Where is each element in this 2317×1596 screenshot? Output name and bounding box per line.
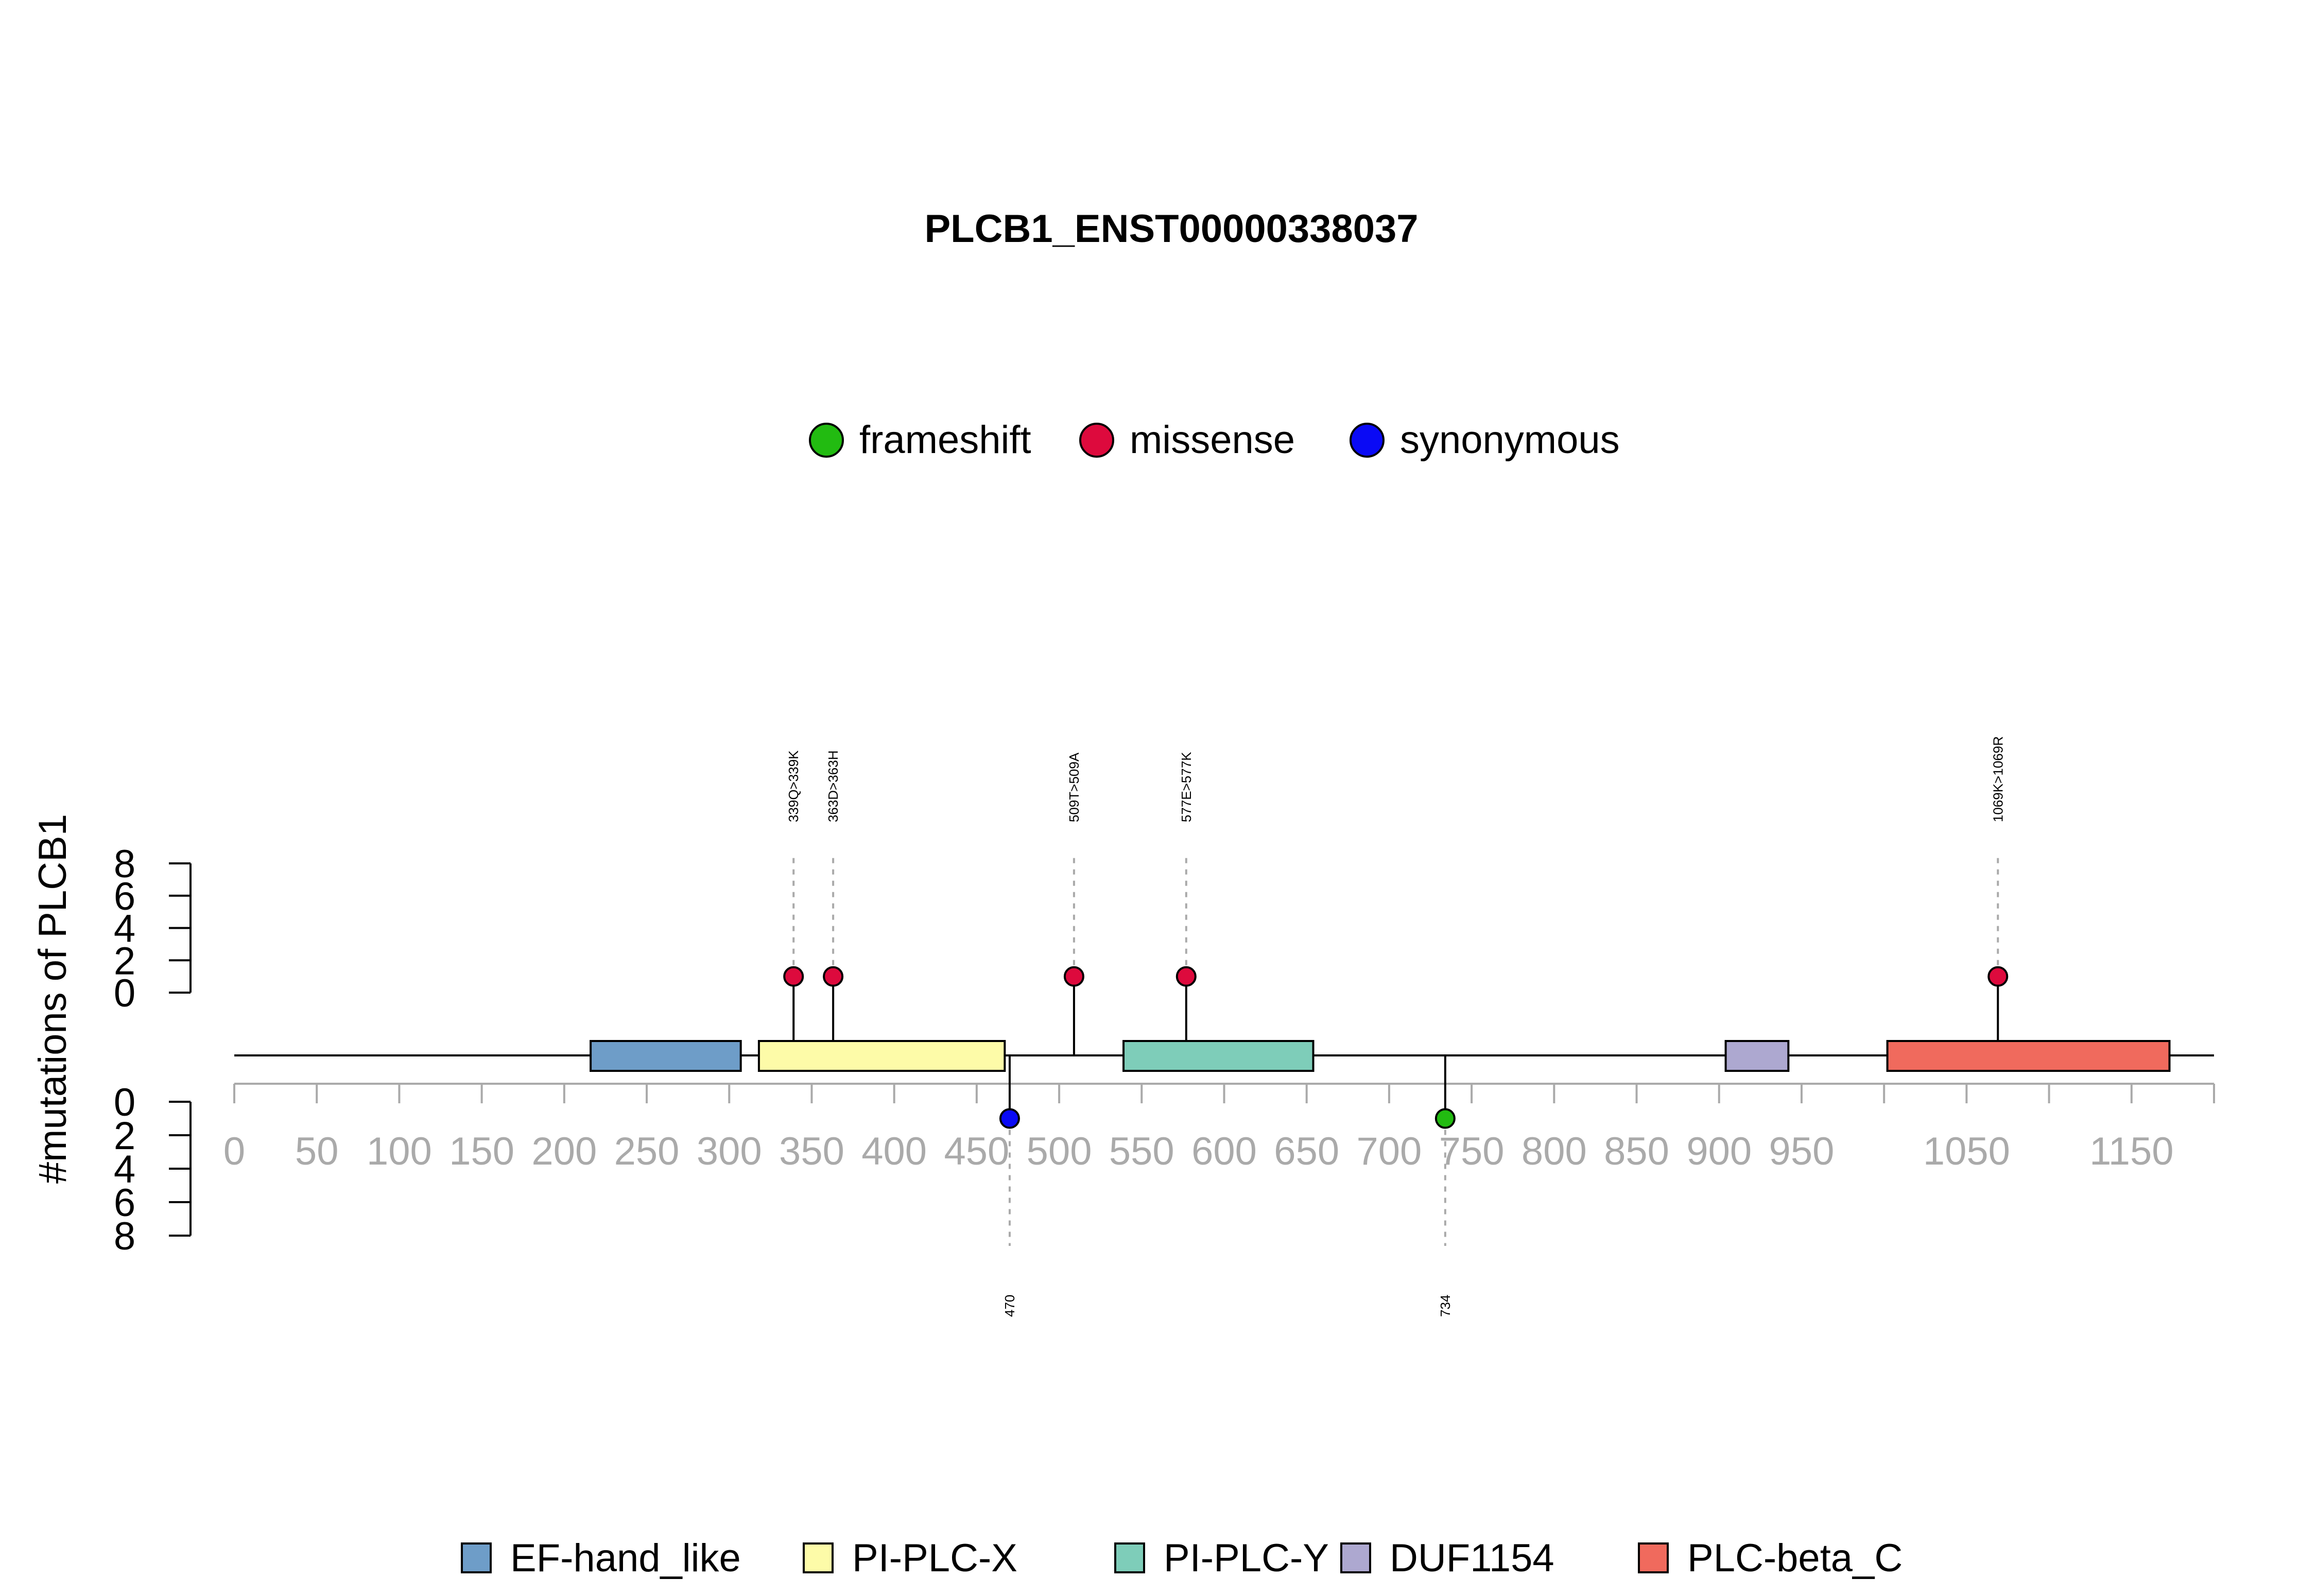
x-axis: 0 50 100 150 200 250 300 350 400 450 500 550 600 650 7… [223,1083,2215,1173]
x-tick-label: 400 [861,1130,927,1173]
mutation-label: 470 [1002,1295,1017,1317]
legend-swatch-EF-hand_like [461,1542,492,1573]
mutation-lollipops: 339Q>339K 363D>363H 509T>509A 577E>577K 1069… [783,736,2009,1317]
x-tick-label: 200 [531,1130,597,1173]
y-tick-label-lower: 8 [114,1215,135,1258]
mutation-point-missense [1175,966,1197,987]
y-axis-label: #mutations of PLCB1 [31,814,75,1184]
legend-item-synonymous: synonymous [1350,418,1620,462]
legend-swatch-PLC-beta_C [1638,1542,1669,1573]
y-tick-label-upper: 2 [114,939,135,983]
legend-label-PLC-beta_C: PLC-beta_C [1687,1536,1903,1580]
y-tick-label-lower: 2 [114,1114,135,1158]
legend-label-missense: missense [1130,418,1295,462]
mutation-point-missense [1063,966,1084,987]
legend-label-PI-PLC-X: PI-PLC-X [852,1536,1017,1580]
mutation-above-1069K>1069R: 1069K>1069R [1987,736,2009,1055]
x-tick-label: 650 [1274,1130,1339,1173]
y-tick-label-upper: 6 [114,875,135,918]
x-tick-label: 800 [1521,1130,1587,1173]
x-tick-label: 150 [449,1130,514,1173]
x-tick-label: 0 [223,1130,245,1173]
x-tick-label: 1150 [2089,1130,2173,1173]
mutation-label: 1069K>1069R [1990,736,2005,822]
legend-item-EF-hand_like: EF-hand_like [461,1536,741,1580]
y-tick-label-upper: 0 [114,972,135,1015]
x-tick-label: 1050 [1923,1130,2010,1173]
domain-EF-hand_like [590,1040,742,1072]
mutation-above-577E>577K: 577E>577K [1175,752,1197,1055]
protein-domains [590,1040,2171,1072]
legend-swatch-PI-PLC-X [803,1542,834,1573]
x-tick-label: 50 [295,1130,339,1173]
mutation-below-734: 734 [1434,1055,1456,1317]
mutation-above-509T>509A: 509T>509A [1063,752,1084,1055]
chart-title: PLCB1_ENST00000338037 [924,207,1418,251]
x-tick-label: 500 [1027,1130,1092,1173]
x-tick-label: 300 [697,1130,762,1173]
x-tick-label: 600 [1191,1130,1257,1173]
mutation-label: 363D>363H [825,751,841,823]
domain-PLC-beta_C [1886,1040,2171,1072]
x-tick-label: 950 [1769,1130,1835,1173]
legend-label-DUF1154: DUF1154 [1390,1536,1554,1580]
mutation-above-363D>363H: 363D>363H [823,751,844,1055]
mutation-label: 734 [1438,1295,1453,1317]
x-tick-label: 450 [944,1130,1009,1173]
y-tick-label-upper: 4 [114,907,135,951]
x-tick-label: 750 [1439,1130,1505,1173]
mutation-above-339Q>339K: 339Q>339K [783,750,804,1055]
mutation-point-missense [1987,966,2009,987]
y-tick-label-upper: 8 [114,842,135,886]
legend-item-DUF1154: DUF1154 [1340,1536,1554,1580]
y-tick-label-lower: 0 [114,1081,135,1124]
legend-label-frameshift: frameshift [859,418,1031,462]
mutation-point-missense [823,966,844,987]
legend-marker-frameshift [809,423,844,458]
domain-legend: EF-hand_like PI-PLC-X PI-PLC-Y DUF1154 PLC-b… [461,1536,1903,1580]
domain-PI-PLC-X [757,1040,1006,1072]
mutation-type-legend: frameshift missense synonymous [809,418,1620,462]
legend-label-synonymous: synonymous [1400,418,1620,462]
mutation-below-470: 470 [999,1055,1020,1317]
mutation-point-frameshift [1434,1108,1456,1129]
legend-marker-missense [1079,423,1114,458]
mutation-label: 509T>509A [1066,752,1082,822]
legend-label-EF-hand_like: EF-hand_like [510,1536,741,1580]
x-tick-label: 550 [1109,1130,1174,1173]
legend-label-PI-PLC-Y: PI-PLC-Y [1164,1536,1329,1580]
legend-item-frameshift: frameshift [809,418,1031,462]
x-tick-label: 250 [614,1130,680,1173]
mutation-label: 339Q>339K [786,750,801,822]
legend-item-PI-PLC-Y: PI-PLC-Y [1114,1536,1329,1580]
legend-marker-synonymous [1350,423,1385,458]
x-tick-label: 900 [1686,1130,1752,1173]
legend-swatch-DUF1154 [1340,1542,1371,1573]
mutation-point-synonymous [999,1108,1020,1129]
mutation-point-missense [783,966,804,987]
x-tick-label: 850 [1604,1130,1669,1173]
domain-DUF1154 [1724,1040,1790,1072]
legend-item-PI-PLC-X: PI-PLC-X [803,1536,1017,1580]
legend-swatch-PI-PLC-Y [1114,1542,1145,1573]
x-tick-label: 700 [1357,1130,1422,1173]
legend-item-missense: missense [1079,418,1295,462]
legend-item-PLC-beta_C: PLC-beta_C [1638,1536,1903,1580]
mutation-label: 577E>577K [1179,752,1194,822]
y-tick-label-lower: 4 [114,1148,135,1191]
domain-PI-PLC-Y [1122,1040,1315,1072]
x-tick-label: 350 [779,1130,844,1173]
y-tick-label-lower: 6 [114,1181,135,1225]
x-tick-label: 100 [367,1130,432,1173]
